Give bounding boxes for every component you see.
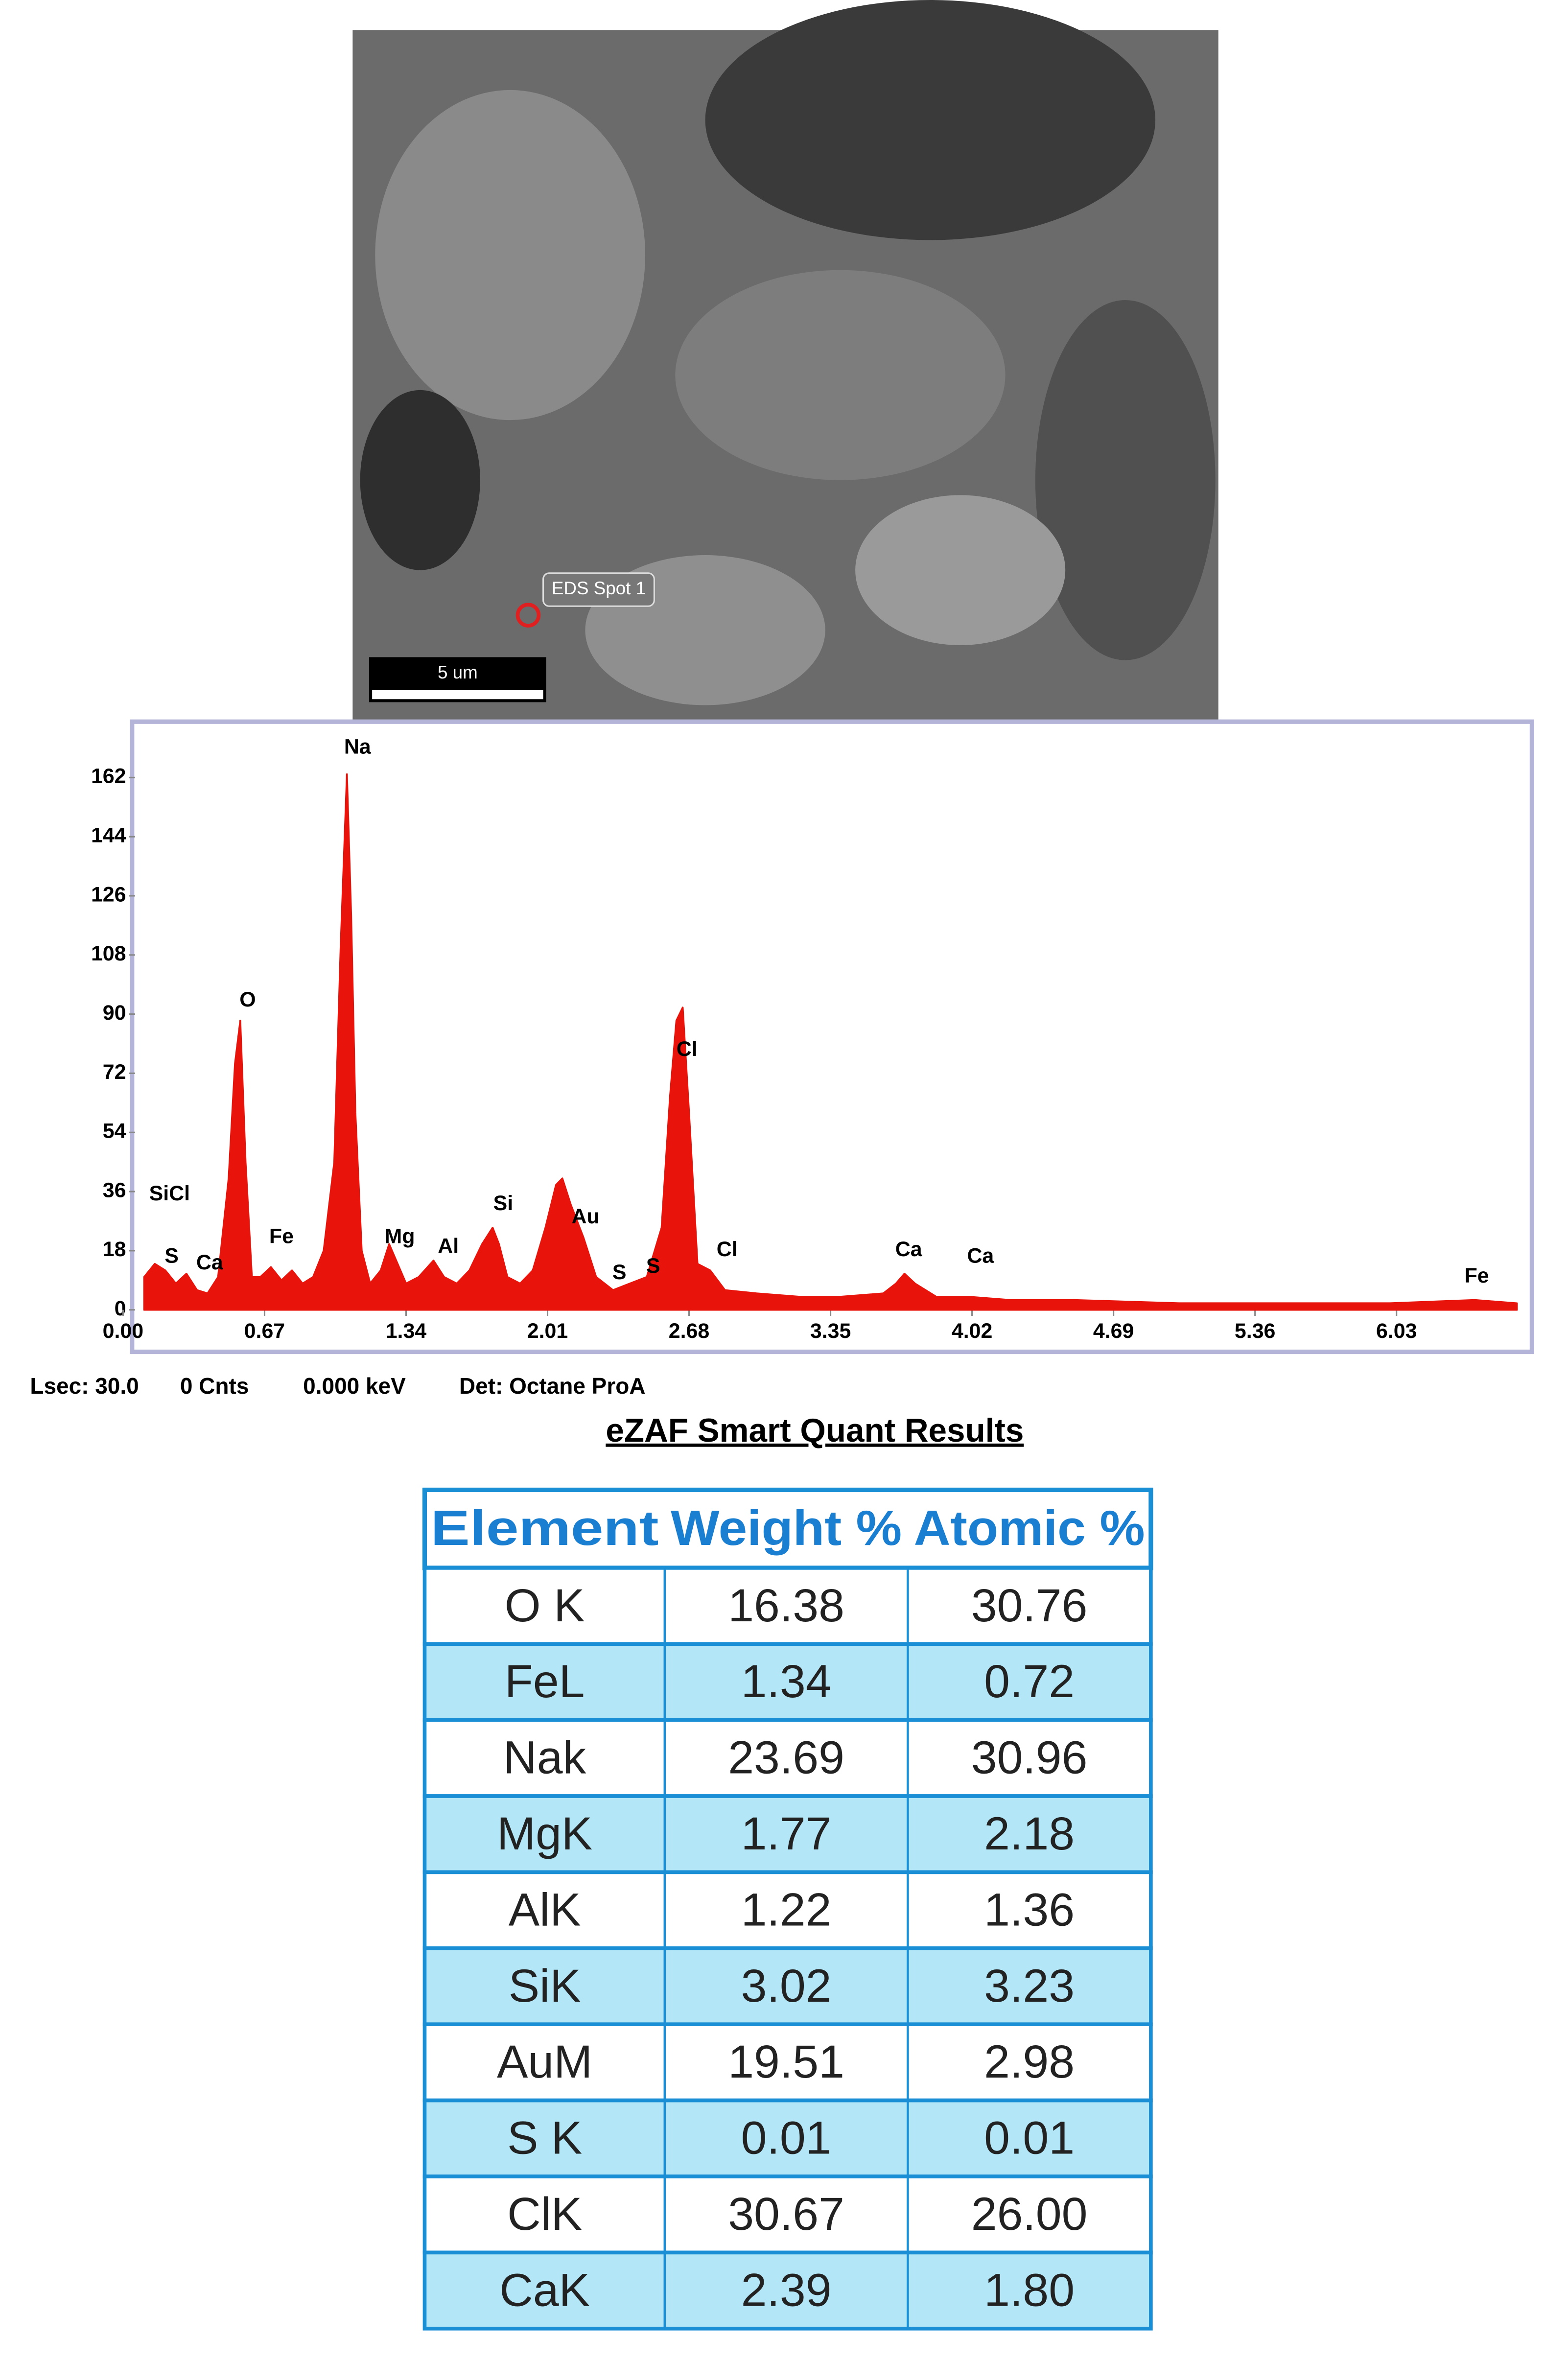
spot-marker xyxy=(515,603,541,628)
table-cell: 23.69 xyxy=(728,1732,844,1784)
table-cell: 1.80 xyxy=(984,2264,1075,2316)
y-tick-label: 108 xyxy=(91,942,126,965)
table-cell: 16.38 xyxy=(728,1580,844,1632)
table-cell: 19.51 xyxy=(728,2036,844,2088)
x-tick-label: 1.34 xyxy=(386,1319,427,1343)
table-row-bg xyxy=(422,1946,1153,2027)
peak-label: Fe xyxy=(269,1224,294,1248)
table-cell: MgK xyxy=(497,1808,592,1860)
spectrum xyxy=(143,773,1518,1311)
table-cell: O K xyxy=(505,1580,585,1632)
y-tick-label: 90 xyxy=(103,1001,126,1025)
y-tick-label: 72 xyxy=(103,1060,126,1084)
table-title: eZAF Smart Quant Results xyxy=(606,1412,1024,1449)
x-tick-label: 4.69 xyxy=(1093,1319,1134,1343)
x-tick-label: 2.01 xyxy=(527,1319,568,1343)
table-cell: FeL xyxy=(505,1656,585,1707)
peak-label: Ca xyxy=(196,1251,224,1274)
peak-label: O xyxy=(239,988,256,1011)
scale-bar xyxy=(372,690,543,700)
sem-texture xyxy=(375,90,645,421)
table-header: Atomic % xyxy=(914,1500,1145,1556)
x-tick-label: 4.02 xyxy=(952,1319,992,1343)
table-cell: AuM xyxy=(497,2036,592,2088)
x-tick-label: 6.03 xyxy=(1376,1319,1417,1343)
scale-bar-label: 5 um xyxy=(438,662,478,682)
peak-label: Al xyxy=(438,1234,459,1258)
table-cell: 30.96 xyxy=(971,1732,1088,1784)
peak-label: Ca xyxy=(895,1238,923,1261)
table-cell: 30.67 xyxy=(728,2188,844,2240)
y-tick-label: 162 xyxy=(91,765,126,788)
peak-label: Mg xyxy=(385,1224,415,1248)
table-cell: 3.23 xyxy=(984,1960,1075,2012)
table-row-bg xyxy=(422,2098,1153,2178)
x-tick-label: 3.35 xyxy=(810,1319,851,1343)
y-tick-label: 126 xyxy=(91,883,126,906)
table-cell: 2.98 xyxy=(984,2036,1075,2088)
peak-label: S xyxy=(164,1244,179,1268)
table-cell: Nak xyxy=(503,1732,586,1784)
peak-label: Cl xyxy=(717,1238,738,1261)
sem-image: EDS Spot 1 5 um xyxy=(352,0,1218,721)
table-cell: S K xyxy=(507,2112,582,2164)
y-tick-label: 0 xyxy=(115,1297,126,1320)
status-item: 0.000 keV xyxy=(303,1373,406,1399)
table-header: Weight % xyxy=(671,1500,902,1556)
table-cell: SiK xyxy=(509,1960,581,2012)
table-cell: 1.34 xyxy=(741,1656,832,1707)
table-header: Element xyxy=(431,1500,659,1556)
plot-frame xyxy=(130,719,1534,1355)
table-cell: 0.01 xyxy=(741,2112,832,2164)
status-item: Lsec: 30.0 xyxy=(30,1373,139,1399)
status-item: 0 Cnts xyxy=(180,1373,249,1399)
peak-label: Cl xyxy=(677,1037,698,1061)
peak-label: S xyxy=(646,1254,660,1278)
table-cell: 1.22 xyxy=(741,1884,832,1936)
table-cell: 3.02 xyxy=(741,1960,832,2012)
peak-label: S xyxy=(612,1261,627,1284)
sem-texture xyxy=(855,495,1066,645)
table-row-bg xyxy=(422,2174,1153,2255)
x-tick-label: 2.68 xyxy=(669,1319,709,1343)
peak-label: Ca xyxy=(967,1244,994,1268)
table-cell: CaK xyxy=(499,2264,590,2316)
table-cell: 1.77 xyxy=(741,1808,832,1860)
table-cell: 2.18 xyxy=(984,1808,1075,1860)
status-item: Det: Octane ProA xyxy=(459,1373,646,1399)
table-row-bg xyxy=(422,2250,1153,2331)
y-tick-label: 18 xyxy=(103,1238,126,1261)
table-cell: 2.39 xyxy=(741,2264,832,2316)
x-tick-label: 0.67 xyxy=(244,1319,285,1343)
x-tick-label: 0.00 xyxy=(103,1319,143,1343)
spot-label-box xyxy=(542,572,655,607)
table-cell: 1.36 xyxy=(984,1884,1075,1936)
peak-label: Na xyxy=(344,735,372,758)
sem-texture xyxy=(675,270,1006,480)
y-tick-label: 54 xyxy=(103,1120,126,1143)
table-row-bg xyxy=(422,2022,1153,2103)
peak-label: Si xyxy=(493,1192,514,1215)
table-cell: ClK xyxy=(507,2188,582,2240)
sem-texture xyxy=(705,0,1156,240)
y-tick-label: 36 xyxy=(103,1178,126,1202)
x-tick-label: 5.36 xyxy=(1235,1319,1275,1343)
y-tick-label: 144 xyxy=(91,823,126,847)
table-header-bg xyxy=(422,1487,1153,1570)
peak-label: SiCl xyxy=(149,1182,190,1205)
spot-label: EDS Spot 1 xyxy=(552,578,646,598)
status-line: Lsec: 30.0 0 Cnts 0.000 keV Det: Octane Pro… xyxy=(30,1373,645,1399)
table-cell: AlK xyxy=(509,1884,581,1936)
peak-label: Fe xyxy=(1465,1264,1489,1287)
table-cell: 0.01 xyxy=(984,2112,1075,2164)
table-cell: 0.72 xyxy=(984,1656,1075,1707)
sem-texture xyxy=(1035,300,1216,660)
table-cell: 26.00 xyxy=(971,2188,1088,2240)
sem-texture xyxy=(360,390,480,570)
table-row-bg xyxy=(422,1718,1153,1798)
peak-label: Au xyxy=(572,1205,600,1228)
table-cell: 30.76 xyxy=(971,1580,1088,1632)
